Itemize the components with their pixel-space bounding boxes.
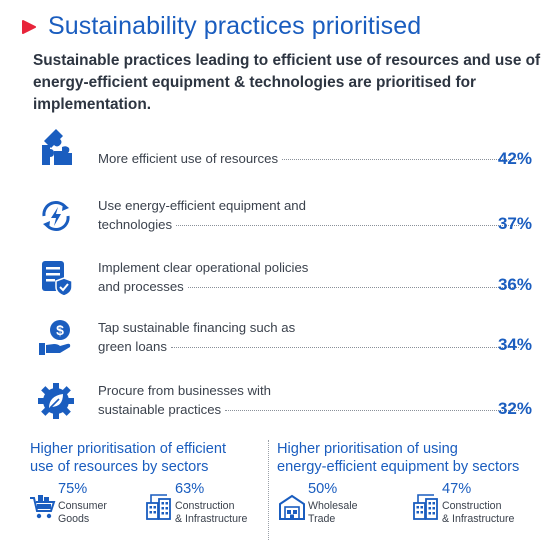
puzzle-icon [42, 129, 72, 165]
practice-item: Use energy-efficient equipment and techn… [36, 196, 536, 244]
sector-item: 75% Consumer Goods [28, 481, 153, 531]
energy-cycle-icon [42, 201, 70, 231]
sector-percent: 75% [58, 481, 88, 497]
sector-name-line1: Consumer [58, 500, 107, 512]
sector-name-line2: Goods [58, 513, 90, 525]
practice-percent: 32% [497, 399, 532, 418]
dotted-leader [225, 410, 519, 411]
marker-icon [22, 19, 36, 34]
sector-heading-line1: Higher prioritisation of efficient [30, 441, 227, 457]
practice-item: $ Tap sustainable financing such as gree… [36, 318, 536, 366]
sector-name: Wholesale Trade [308, 500, 357, 526]
sector-item: 47% Construction & Infrastructure [412, 481, 537, 531]
practice-label: technologies [98, 217, 173, 232]
sector-name: Construction & Infrastructure [442, 500, 514, 526]
practice-percent: 42% [497, 149, 532, 168]
sector-heading-line2: use of resources by sectors [30, 459, 209, 475]
practice-percent: 37% [497, 214, 532, 233]
sector-name: Consumer Goods [58, 500, 107, 526]
practice-label-line1: Use energy-efficient equipment and [98, 198, 306, 213]
sector-name: Construction & Infrastructure [175, 500, 247, 526]
dotted-leader [176, 225, 519, 226]
shopping-cart-icon [30, 495, 56, 519]
practice-percent: 34% [497, 335, 532, 354]
construction-icon [413, 494, 438, 520]
sector-name-line2: & Infrastructure [175, 513, 248, 525]
dotted-leader [282, 159, 519, 160]
financing-hand-icon: $ [39, 320, 71, 355]
sector-heading-equipment: Higher prioritisation of using energy-ef… [277, 440, 519, 476]
practice-label: sustainable practices [98, 402, 222, 417]
sector-item: 63% Construction & Infrastructure [145, 481, 270, 531]
practice-percent: 36% [497, 275, 532, 294]
sector-heading-resources: Higher prioritisation of efficient use o… [30, 440, 226, 476]
practice-label: and processes [98, 279, 184, 294]
policy-document-icon [42, 261, 73, 297]
warehouse-icon [279, 494, 305, 520]
sector-percent: 63% [175, 481, 205, 497]
sector-percent: 47% [442, 481, 472, 497]
intro-text: Sustainable practices leading to efficie… [33, 52, 541, 113]
dotted-leader [187, 287, 519, 288]
sector-heading-line1: Higher prioritisation of using [277, 441, 458, 457]
sector-heading-line2: energy-efficient equipment by sectors [277, 459, 520, 475]
sector-item: 50% Wholesale Trade [278, 481, 403, 531]
practice-label: green loans [98, 339, 167, 354]
sector-percent: 50% [308, 481, 338, 497]
sector-name-line1: Construction [175, 500, 235, 512]
title-row: Sustainability practices prioritised [22, 12, 421, 41]
sector-name-line2: & Infrastructure [442, 513, 515, 525]
section-divider [268, 440, 269, 540]
practice-item: Implement clear operational policies and… [36, 258, 536, 306]
sector-name-line1: Wholesale [308, 500, 358, 512]
practice-item: Procure from businesses with sustainable… [36, 381, 536, 429]
practice-label-line1: Procure from businesses with [98, 383, 271, 398]
dotted-leader [170, 347, 519, 348]
practice-item: More efficient use of resources 42% [36, 127, 536, 175]
eco-gear-icon [38, 383, 74, 419]
svg-text:$: $ [56, 322, 64, 338]
sector-name-line1: Construction [442, 500, 502, 512]
page-title: Sustainability practices prioritised [48, 12, 422, 40]
sector-name-line2: Trade [308, 513, 336, 525]
practice-label-line1: Implement clear operational policies [98, 260, 309, 275]
practice-label: More efficient use of resources [98, 151, 279, 166]
construction-icon [146, 494, 171, 520]
practice-label-line1: Tap sustainable financing such as [98, 320, 296, 335]
